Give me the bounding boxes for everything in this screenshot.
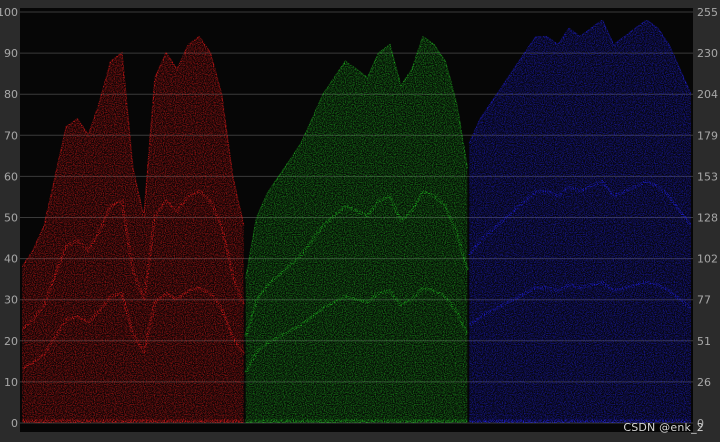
right-tick-label: 179 — [697, 129, 718, 142]
left-tick-label: 50 — [4, 212, 18, 225]
right-tick-label: 26 — [697, 376, 711, 389]
right-tick-label: 0 — [697, 417, 704, 430]
waveform-density-band — [244, 189, 469, 338]
left-axis-ticks: 0 10 20 30 40 50 60 70 80 90 100 — [0, 6, 18, 430]
left-tick-label: 80 — [4, 88, 18, 101]
waveform-density-band — [244, 286, 469, 374]
waveform-density-band — [21, 189, 246, 331]
watermark-text: CSDN @enk_2 — [623, 421, 704, 434]
waveform-group — [21, 19, 693, 423]
left-tick-label: 30 — [4, 294, 18, 307]
right-tick-label: 128 — [697, 212, 718, 225]
left-tick-label: 90 — [4, 47, 18, 60]
left-tick-label: 20 — [4, 335, 18, 348]
waveform-density-band — [21, 286, 245, 370]
left-tick-label: 60 — [4, 170, 18, 183]
left-tick-label: 0 — [11, 417, 18, 430]
left-tick-label: 100 — [0, 6, 18, 19]
left-tick-label: 40 — [4, 253, 18, 266]
waveform-top-edge — [468, 19, 692, 144]
right-tick-label: 153 — [697, 170, 718, 183]
right-tick-label: 255 — [697, 6, 718, 19]
left-tick-label: 70 — [4, 129, 18, 142]
left-tick-label: 10 — [4, 376, 18, 389]
waveform-top-edge — [21, 35, 245, 268]
waveform-density-band — [468, 280, 692, 327]
red-channel-waveform — [22, 36, 244, 423]
blue-channel-waveform — [469, 20, 691, 423]
waveform-top-edge — [244, 35, 469, 280]
waveform-density-band — [468, 179, 693, 257]
right-axis-ticks: 0 26 51 77 102 128 153 179 204 230 255 — [697, 6, 718, 430]
right-tick-label: 102 — [697, 253, 718, 266]
right-tick-label: 204 — [697, 88, 718, 101]
right-tick-label: 51 — [697, 335, 711, 348]
right-tick-label: 230 — [697, 47, 718, 60]
right-tick-label: 77 — [697, 294, 711, 307]
